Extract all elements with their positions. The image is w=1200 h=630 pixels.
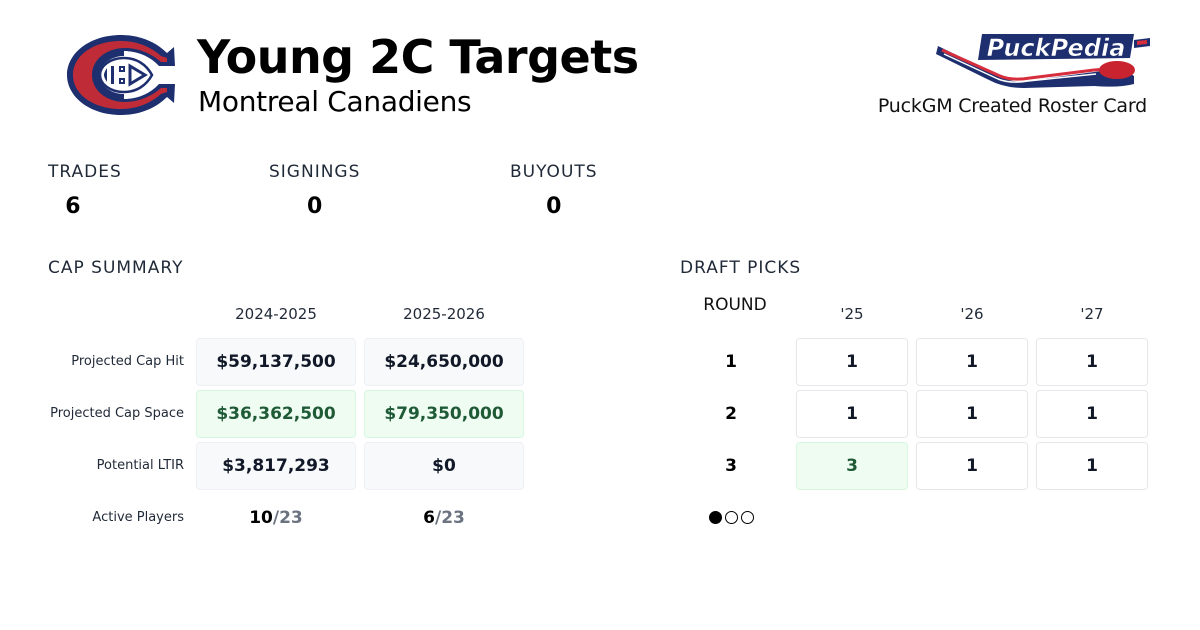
- season-header: 2024-2025: [235, 305, 317, 323]
- page-dot-active[interactable]: [709, 511, 722, 524]
- team-logo-icon: [67, 35, 175, 115]
- page-dot[interactable]: [725, 511, 738, 524]
- cap-row-label: Projected Cap Space: [50, 406, 184, 421]
- stat-buyouts: BUYOUTS 0: [510, 162, 598, 219]
- ltir-cell: $3,817,293: [196, 442, 356, 490]
- stat-value: 6: [65, 194, 81, 219]
- cap-hit-cell: $24,650,000: [364, 338, 524, 386]
- active-count: 6: [423, 508, 435, 528]
- team-name: Montreal Canadiens: [198, 85, 472, 118]
- cap-space-cell: $36,362,500: [196, 390, 356, 438]
- stat-label: SIGNINGS: [269, 162, 361, 182]
- pick-cell: 1: [796, 338, 908, 386]
- stat-label: BUYOUTS: [510, 162, 598, 182]
- round-number: 3: [725, 456, 737, 476]
- stat-signings: SIGNINGS 0: [269, 162, 361, 219]
- round-header: ROUND: [703, 295, 767, 315]
- puckpedia-logo-icon: PuckPedia: [936, 34, 1150, 88]
- active-max: /23: [434, 508, 465, 528]
- pick-cell: 1: [916, 338, 1028, 386]
- cap-row-label: Potential LTIR: [96, 458, 184, 473]
- draft-picks-title: DRAFT PICKS: [680, 258, 802, 278]
- active-max: /23: [272, 508, 303, 528]
- stat-trades: TRADES 6: [48, 162, 122, 219]
- cap-hit-cell: $59,137,500: [196, 338, 356, 386]
- cap-space-cell: $79,350,000: [364, 390, 524, 438]
- pick-cell: 1: [1036, 390, 1148, 438]
- year-header: '26: [960, 305, 984, 323]
- page-dot[interactable]: [741, 511, 754, 524]
- pick-cell: 1: [1036, 338, 1148, 386]
- pick-cell: 1: [796, 390, 908, 438]
- ltir-cell: $0: [364, 442, 524, 490]
- page-title: Young 2C Targets: [197, 30, 639, 84]
- pick-cell: 1: [916, 390, 1028, 438]
- pick-cell-extra: 3: [796, 442, 908, 490]
- active-players-value: 10/23: [196, 508, 356, 528]
- stat-label: TRADES: [48, 162, 122, 182]
- round-number: 1: [725, 352, 737, 372]
- season-header: 2025-2026: [403, 305, 485, 323]
- brand-name: PuckPedia: [987, 34, 1126, 62]
- round-number: 2: [725, 404, 737, 424]
- stat-value: 0: [307, 194, 323, 219]
- cap-row-label: Active Players: [92, 510, 184, 525]
- year-header: '27: [1080, 305, 1104, 323]
- stat-value: 0: [546, 194, 562, 219]
- pagination-dots: [709, 511, 754, 524]
- pick-cell: 1: [916, 442, 1028, 490]
- cap-summary-title: CAP SUMMARY: [48, 258, 184, 278]
- pick-cell: 1: [1036, 442, 1148, 490]
- active-players-value: 6/23: [364, 508, 524, 528]
- cap-row-label: Projected Cap Hit: [71, 354, 184, 369]
- active-count: 10: [249, 508, 273, 528]
- year-header: '25: [840, 305, 864, 323]
- brand-caption: PuckGM Created Roster Card: [877, 95, 1147, 117]
